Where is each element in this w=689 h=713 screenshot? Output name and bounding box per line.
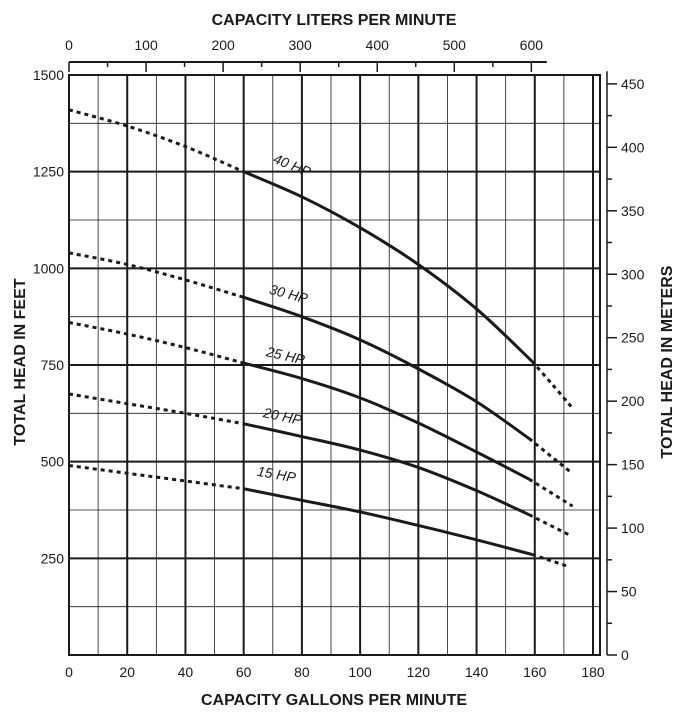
curve-40-hp-dashed-left	[68, 108, 245, 174]
right-tick-label-meters: 100	[621, 520, 645, 536]
curve-15-hp-dashed-right	[531, 553, 571, 569]
bottom-axis-title: CAPACITY GALLONS PER MINUTE	[201, 692, 467, 709]
curve-label-15-hp: 15 HP	[256, 463, 298, 486]
curve-label-20-hp: 20 HP	[261, 404, 304, 428]
curve-25-hp-dashed-right	[528, 477, 574, 508]
right-tick-label-meters: 200	[621, 393, 645, 409]
left-axis-title: TOTAL HEAD IN FEET	[12, 278, 29, 445]
top-tick-label-lpm: 600	[520, 37, 544, 53]
top-axis-title: CAPACITY LITERS PER MINUTE	[212, 12, 457, 29]
right-tick-label-meters: 250	[621, 330, 645, 346]
axes: 0 20 40 60 80 100 120 140 160 1802505007501000125…	[33, 37, 645, 680]
x-tick-label-gpm: 120	[407, 664, 431, 680]
y-tick-label-feet: 250	[41, 550, 65, 566]
curve-30-hp-dashed-left	[68, 251, 245, 299]
y-tick-label-feet: 1500	[33, 67, 64, 83]
curve-25-hp-solid	[243, 361, 530, 481]
curve-15-hp-dashed-left	[68, 464, 244, 491]
curve-40-hp-solid	[243, 170, 533, 363]
curve-20-hp-dashed-left	[68, 392, 244, 426]
curve-40-hp-dashed-right	[530, 360, 574, 410]
right-tick-label-meters: 50	[621, 584, 637, 600]
curve-25-hp-dashed-left	[68, 320, 245, 365]
x-tick-label-gpm: 140	[465, 664, 489, 680]
x-tick-label-gpm: 0	[65, 664, 73, 680]
x-tick-label-gpm: 160	[523, 664, 547, 680]
x-tick-label-gpm: 180	[581, 664, 605, 680]
right-tick-label-meters: 0	[621, 647, 629, 663]
x-tick-label-gpm: 40	[178, 664, 194, 680]
y-tick-label-feet: 750	[41, 357, 65, 373]
x-tick-label-gpm: 100	[348, 664, 372, 680]
curve-label-30-hp: 30 HP	[268, 281, 310, 307]
x-tick-label-gpm: 20	[119, 664, 135, 680]
right-tick-label-meters: 300	[621, 266, 645, 282]
x-tick-label-gpm: 60	[236, 664, 252, 680]
top-tick-label-lpm: 400	[366, 37, 390, 53]
y-tick-label-feet: 1000	[33, 260, 64, 276]
curve-30-hp-dashed-right	[528, 437, 571, 473]
x-tick-label-gpm: 80	[294, 664, 310, 680]
right-tick-label-meters: 450	[621, 76, 645, 92]
y-tick-label-feet: 1250	[33, 164, 64, 180]
y-tick-label-feet: 500	[41, 454, 65, 470]
curve-30-hp-solid	[243, 295, 530, 440]
top-tick-label-lpm: 200	[211, 37, 235, 53]
curve-label-40-hp: 40 HP	[271, 150, 314, 180]
top-tick-label-lpm: 300	[288, 37, 312, 53]
right-tick-label-meters: 150	[621, 457, 645, 473]
grid	[68, 74, 601, 656]
right-axis-title: TOTAL HEAD IN METERS	[659, 265, 676, 458]
top-tick-label-lpm: 100	[134, 37, 158, 53]
top-tick-label-lpm: 500	[443, 37, 467, 53]
curve-20-hp-solid	[243, 422, 530, 517]
top-tick-label-lpm: 0	[65, 37, 73, 53]
right-tick-label-meters: 350	[621, 203, 645, 219]
right-tick-label-meters: 400	[621, 139, 645, 155]
curve-15-hp-solid	[243, 487, 533, 556]
